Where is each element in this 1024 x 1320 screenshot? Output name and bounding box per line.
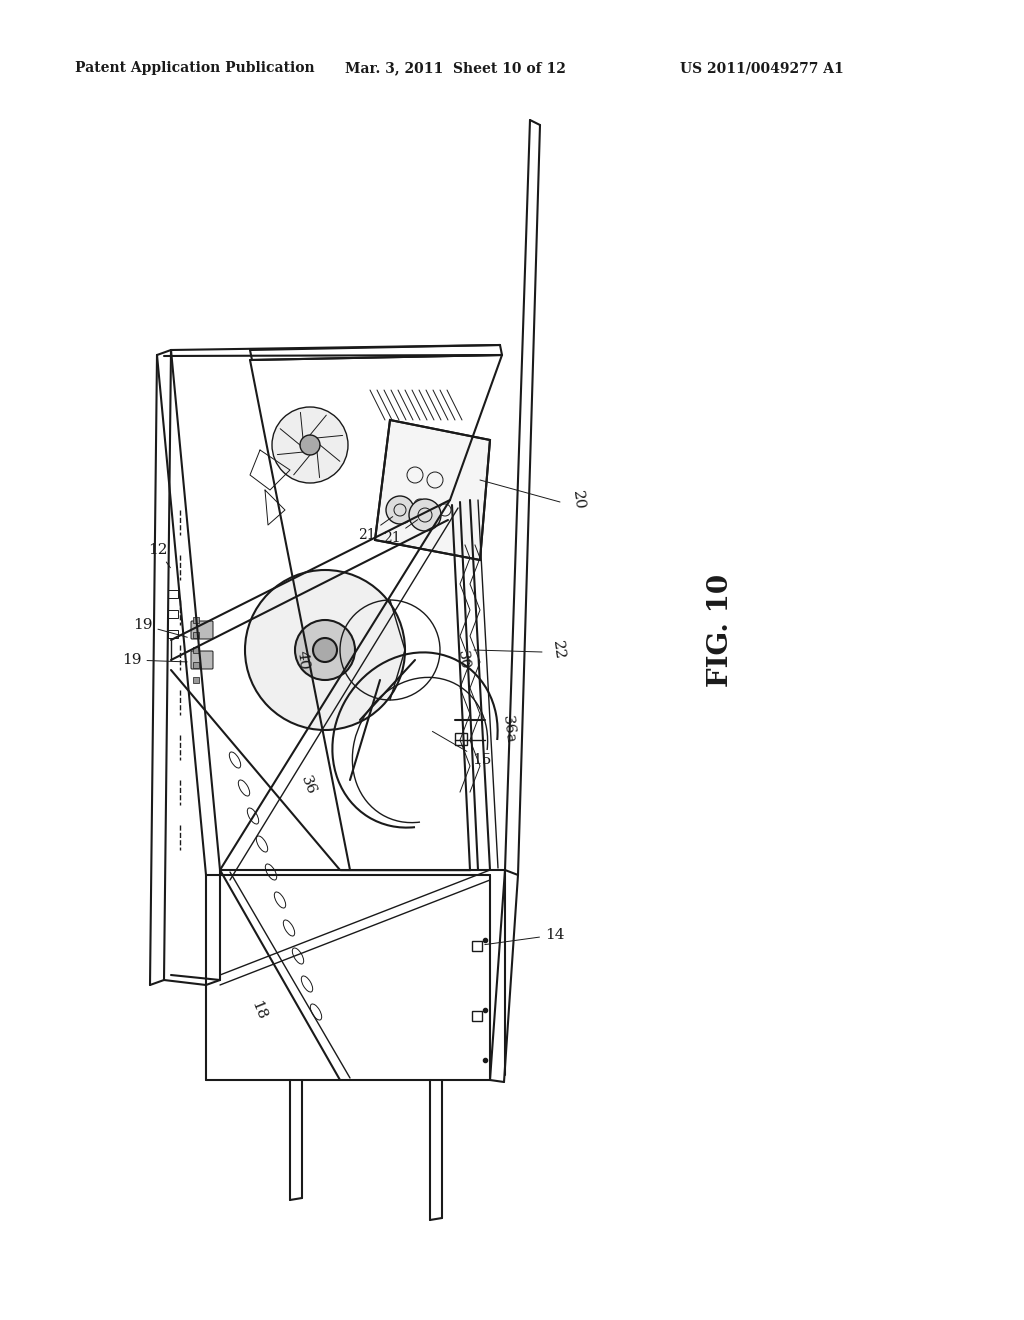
Circle shape [245,570,406,730]
Bar [168,590,178,598]
Text: 36a: 36a [500,715,517,744]
Text: Mar. 3, 2011  Sheet 10 of 12: Mar. 3, 2011 Sheet 10 of 12 [345,61,566,75]
Bar [168,610,178,618]
Circle shape [295,620,355,680]
FancyBboxPatch shape [191,651,213,669]
FancyBboxPatch shape [191,620,213,639]
Text: 12: 12 [148,543,170,568]
Text: 19: 19 [122,653,187,667]
Text: FIG. 10: FIG. 10 [707,573,733,686]
Bar [472,941,482,950]
Circle shape [300,436,319,455]
Text: 22: 22 [550,639,566,660]
Polygon shape [375,420,490,560]
Text: 21: 21 [383,520,418,545]
Bar [472,1011,482,1020]
Circle shape [386,496,414,524]
Text: 30: 30 [455,649,471,671]
Text: 36: 36 [298,774,318,796]
Circle shape [409,499,441,531]
Bar [193,632,199,638]
Bar [193,647,199,653]
Text: 15: 15 [432,731,492,767]
Bar [193,677,199,682]
Text: Patent Application Publication: Patent Application Publication [75,61,314,75]
Text: 18: 18 [248,998,268,1022]
Text: 40: 40 [295,649,311,671]
Text: 19: 19 [133,618,187,638]
Text: 14: 14 [484,928,564,945]
Bar [193,663,199,668]
Circle shape [313,638,337,663]
Bar [193,616,199,623]
Text: 20: 20 [570,490,587,511]
Circle shape [272,407,348,483]
Text: 21: 21 [358,516,393,543]
Bar [168,630,178,638]
Bar [455,733,467,744]
Text: US 2011/0049277 A1: US 2011/0049277 A1 [680,61,844,75]
